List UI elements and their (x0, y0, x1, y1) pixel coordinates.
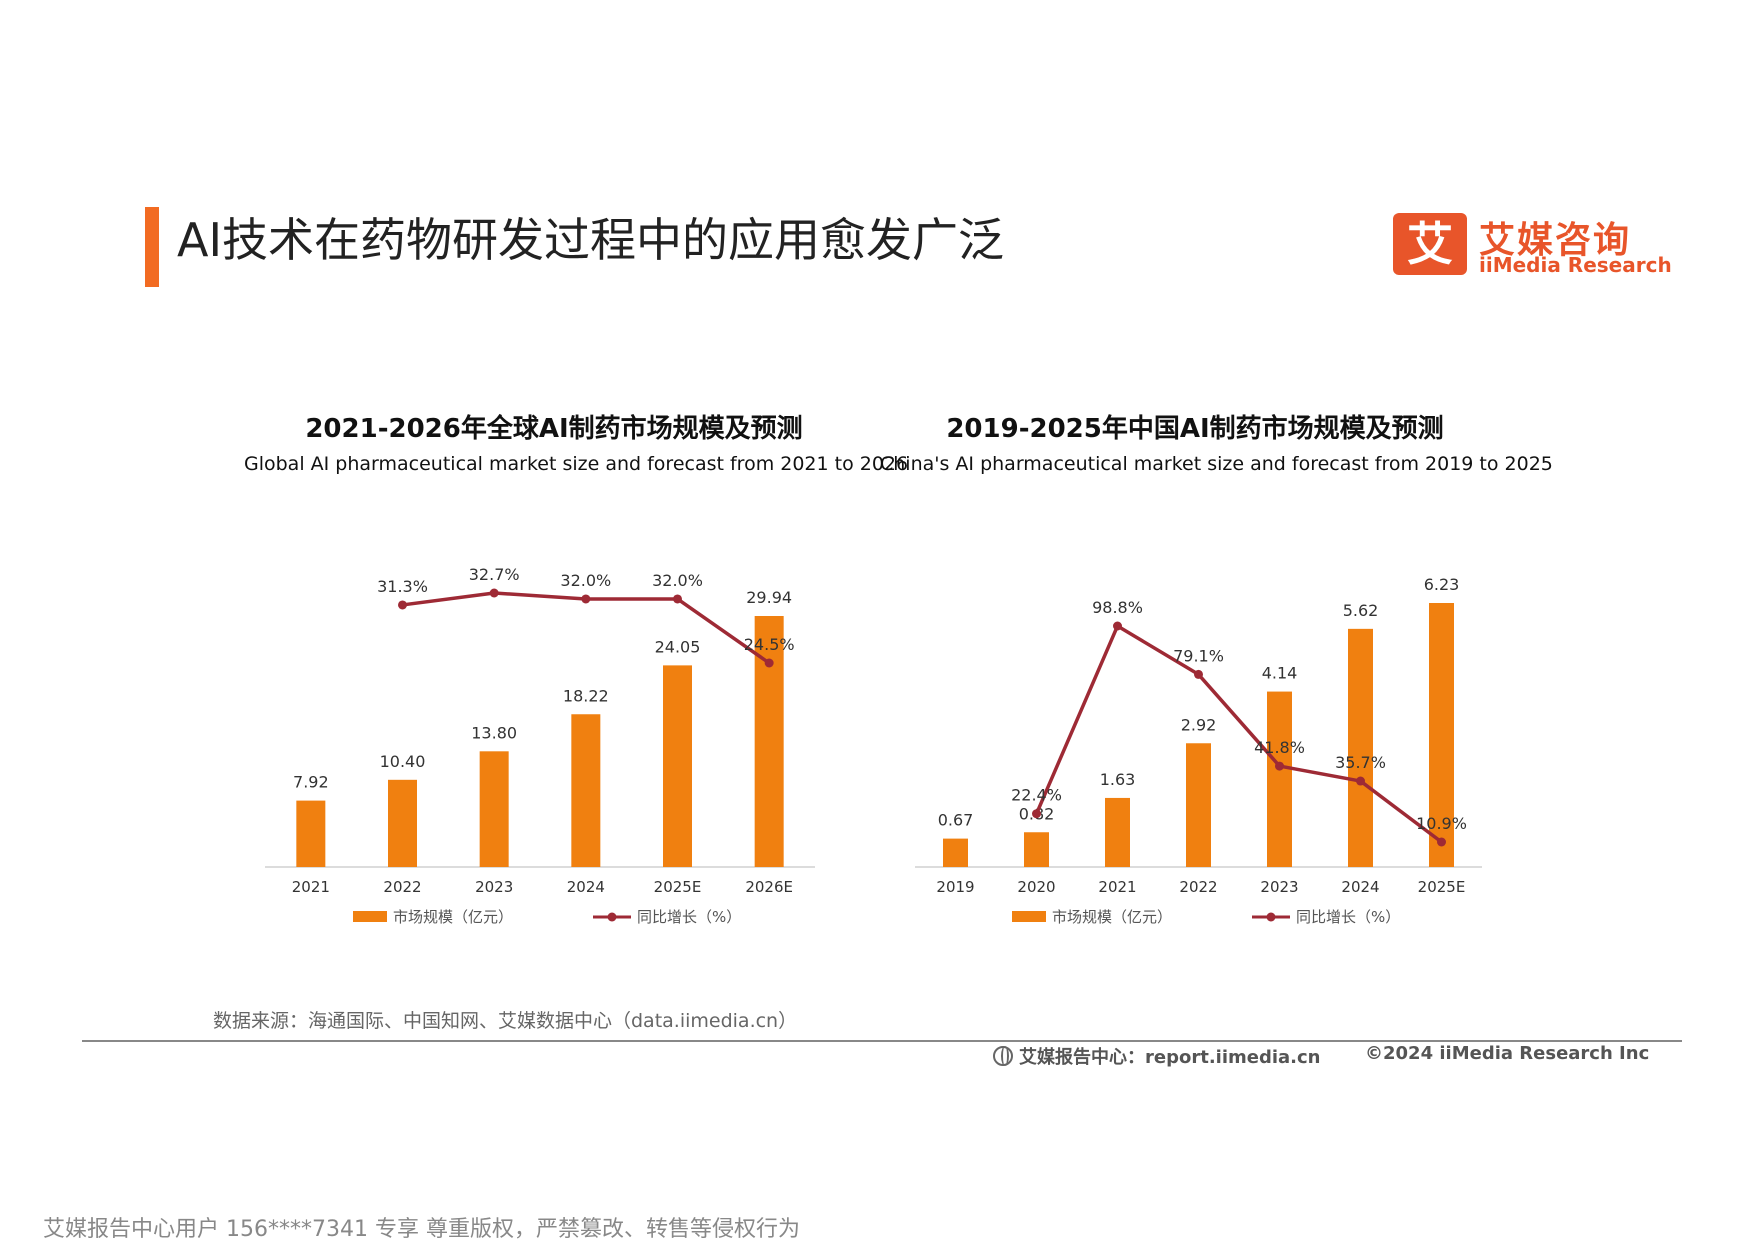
bar-2020 (1024, 832, 1049, 867)
bar-label-2022: 10.40 (380, 752, 426, 771)
chart-china-ai-pharma: 0.6720190.8220201.6320212.9220224.142023… (915, 575, 1482, 926)
growth-label-2025E: 10.9% (1416, 814, 1467, 833)
growth-point-2023 (1275, 761, 1284, 771)
bar-label-2025E: 24.05 (655, 637, 701, 656)
chart-global-ai-pharma: 7.92 2021 10.40 2022 13.80 2023 18.22 2024 24.05… (265, 565, 815, 926)
growth-point-2023 (489, 588, 499, 598)
growth-label-2022: 79.1% (1173, 646, 1224, 665)
bar-label-2023: 13.80 (471, 723, 517, 742)
x-tick-2025E: 2025E (654, 878, 702, 896)
chart-1-title: 2021-2026年全球AI制药市场规模及预测 (305, 414, 803, 444)
bar-2024 (1348, 628, 1373, 867)
footer-report-text: 艾媒报告中心：report.iimedia.cn (1019, 1047, 1321, 1068)
growth-line (402, 591, 771, 665)
growth-label-2021: 98.8% (1092, 598, 1143, 617)
growth-line (1034, 624, 1443, 844)
bar-label-2025E: 6.23 (1424, 575, 1460, 594)
bar-label-2022: 2.92 (1181, 715, 1217, 734)
x-tick-2020: 2020 (1017, 878, 1055, 896)
growth-point-2026E (764, 658, 774, 668)
bar-label-2021: 7.92 (293, 773, 329, 792)
globe-icon (993, 1046, 1013, 1066)
growth-point-2021 (1113, 621, 1122, 631)
growth-label-2023: 41.8% (1254, 738, 1305, 757)
growth-point-2022 (1194, 669, 1203, 679)
x-tick-2024: 2024 (1341, 878, 1379, 896)
x-tick-2024: 2024 (567, 878, 605, 896)
footer-divider (82, 1040, 1682, 1042)
growth-point-2025E (1437, 837, 1446, 847)
page-title: AI技术在药物研发过程中的应用愈发广泛 (177, 213, 1005, 267)
legend-line-label: 同比增长（%） (637, 908, 741, 926)
chart-2-title: 2019-2025年中国AI制药市场规模及预测 (946, 414, 1444, 444)
bar-2024 (571, 714, 601, 867)
bar-2022 (388, 779, 417, 867)
growth-label-2024: 35.7% (1335, 753, 1386, 772)
legend-line-marker (607, 912, 617, 922)
bar-label-2024: 5.62 (1343, 601, 1379, 620)
bar-2025E (1429, 603, 1454, 867)
growth-label-2023: 32.7% (469, 565, 520, 584)
chart-2-subtitle: China's AI pharmaceutical market size an… (880, 453, 1553, 475)
logo-mark: 艾 (1393, 213, 1467, 275)
x-tick-2022: 2022 (1179, 878, 1217, 896)
x-tick-2026E: 2026E (745, 878, 793, 896)
x-tick-2019: 2019 (936, 878, 974, 896)
bar-2019 (943, 838, 968, 867)
watermark: 艾媒报告中心用户 156****7341 专享 尊重版权，严禁篡改、转售等侵权行… (43, 1217, 800, 1242)
legend-line-marker (1266, 912, 1276, 922)
chart-1-header: 2021-2026年全球AI制药市场规模及预测 Global AI pharma… (244, 412, 909, 478)
growth-label-2020: 22.4% (1011, 786, 1062, 805)
x-tick-2023: 2023 (1260, 878, 1298, 896)
logo-name-cn: 艾媒咨询 (1479, 220, 1632, 261)
logo: 艾 艾媒咨询 iiMedia Research (1393, 213, 1672, 279)
bar-2023 (479, 751, 509, 867)
legend-bar-label: 市场规模（亿元） (1052, 908, 1172, 926)
logo-name-en: iiMedia Research (1479, 253, 1672, 277)
bar-label-2019: 0.67 (938, 811, 974, 830)
growth-point-2024 (1356, 776, 1365, 786)
growth-label-2025E: 32.0% (652, 571, 703, 590)
bar-label-2024: 18.22 (563, 686, 609, 705)
growth-label-2024: 32.0% (560, 571, 611, 590)
bar-label-2023: 4.14 (1262, 664, 1298, 683)
bar-2023 (1267, 691, 1292, 867)
growth-point-2020 (1032, 809, 1041, 819)
x-tick-2021: 2021 (292, 878, 330, 896)
x-tick-2023: 2023 (475, 878, 513, 896)
legend-bar-label: 市场规模（亿元） (393, 908, 513, 926)
chart-1-subtitle: Global AI pharmaceutical market size and… (244, 453, 909, 475)
growth-point-2024 (581, 594, 591, 604)
chart-2-header: 2019-2025年中国AI制药市场规模及预测 China's AI pharm… (880, 412, 1553, 478)
legend-bar-swatch (353, 911, 387, 922)
x-tick-2021: 2021 (1098, 878, 1136, 896)
footer-copyright: ©2024 iiMedia Research Inc (1365, 1043, 1650, 1064)
growth-point-2025E (673, 594, 682, 604)
growth-label-2026E: 24.5% (744, 635, 795, 654)
legend-bar-swatch (1012, 911, 1046, 922)
legend-line-label: 同比增长（%） (1296, 908, 1400, 926)
growth-point-2022 (398, 600, 407, 610)
bar-2021 (1105, 797, 1130, 867)
bar-label-2021: 1.63 (1100, 770, 1136, 789)
bar-2022 (1186, 743, 1211, 867)
x-tick-2025E: 2025E (1418, 878, 1466, 896)
bar-2021 (296, 800, 326, 867)
footer-report-link[interactable]: 艾媒报告中心：report.iimedia.cn (993, 1043, 1320, 1069)
x-tick-2022: 2022 (383, 878, 421, 896)
title-accent-bar (145, 207, 159, 287)
growth-label-2022: 31.3% (377, 577, 428, 596)
data-source: 数据来源：海通国际、中国知网、艾媒数据中心（data.iimedia.cn） (213, 1010, 798, 1032)
bar-2025E (663, 665, 692, 867)
bar-label-2026E: 29.94 (746, 588, 792, 607)
